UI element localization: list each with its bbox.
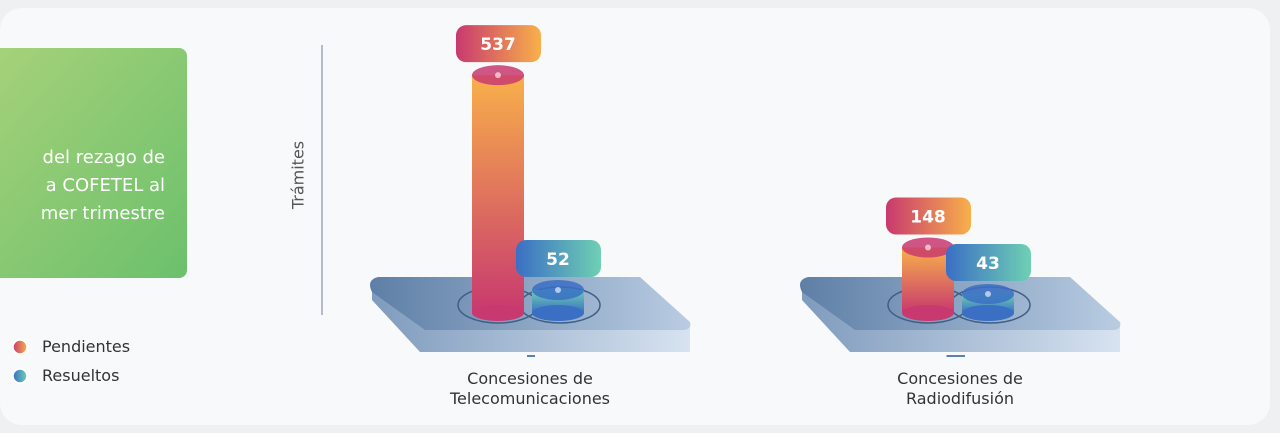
legend-swatch [12, 368, 28, 384]
note-line: del rezago de [42, 147, 165, 168]
bar-pin [985, 290, 991, 297]
value-label-box [456, 25, 541, 63]
note-box [0, 48, 187, 278]
y-axis-label: Trámites [289, 141, 308, 210]
bar-pin [925, 244, 931, 251]
value-label-box [886, 197, 971, 235]
bar-pin [495, 72, 501, 79]
legend-label: Resueltos [42, 366, 119, 385]
note-line: a COFETEL al [45, 175, 165, 196]
value-label: 537 [480, 35, 516, 55]
note-line: mer trimestre [40, 203, 165, 224]
bar-base [532, 305, 584, 321]
x-tick-label: Concesiones de Telecomunicaciones [449, 369, 611, 408]
bar-base [902, 305, 954, 321]
bar-pin [555, 286, 561, 293]
legend-label: Pendientes [42, 337, 130, 356]
value-label-box [946, 243, 1031, 281]
bar [902, 247, 954, 313]
platform-top [370, 277, 691, 330]
bar [472, 75, 524, 313]
card [0, 8, 1270, 425]
value-label: 148 [910, 207, 946, 227]
legend-swatch [12, 339, 28, 355]
value-label: 43 [976, 254, 1000, 274]
platform-top [800, 277, 1121, 330]
bar-base [962, 305, 1014, 321]
value-label-box [516, 239, 601, 277]
x-tick-label: Concesiones de Radiodifusión [897, 369, 1023, 408]
value-label: 52 [546, 250, 570, 270]
bar-base [472, 305, 524, 321]
